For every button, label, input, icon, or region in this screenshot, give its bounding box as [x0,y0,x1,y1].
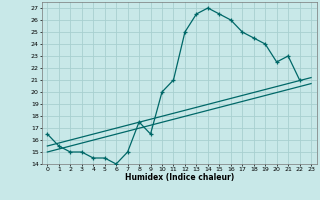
X-axis label: Humidex (Indice chaleur): Humidex (Indice chaleur) [124,173,234,182]
